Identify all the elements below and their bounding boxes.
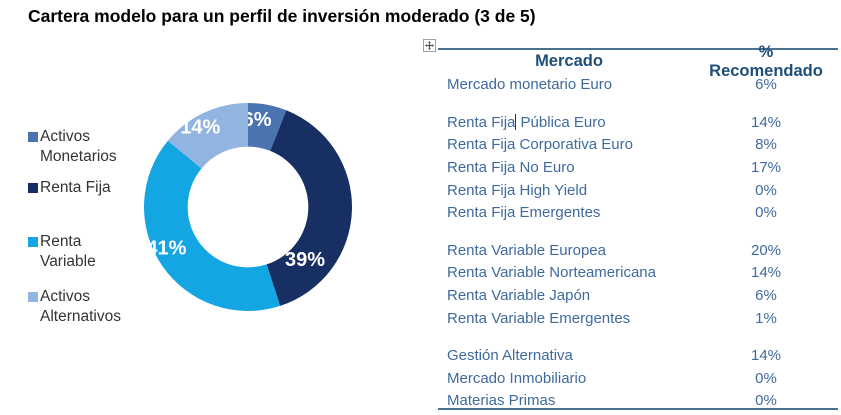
donut-chart[interactable]: 6% 39% 41% 14%: [138, 97, 358, 317]
table-group-gap: [438, 224, 838, 239]
market-cell[interactable]: Renta Fija Pública Euro: [447, 113, 606, 131]
legend-swatch-icon: [28, 292, 38, 302]
chart-legend: Activos Monetarios Renta Fija Renta Variab…: [28, 127, 132, 327]
donut-slice: [248, 103, 287, 151]
recommended-pct-cell[interactable]: 6%: [755, 76, 777, 94]
recommended-pct-cell[interactable]: 14%: [750, 264, 782, 282]
table-row[interactable]: Renta Variable Emergentes 1%: [438, 307, 838, 330]
legend-label: Activos Monetarios: [40, 128, 117, 165]
donut-data-label: 41%: [146, 238, 186, 260]
donut-slice: [266, 110, 353, 306]
page-title: Cartera modelo para un perfil de inversi…: [28, 6, 536, 26]
market-cell[interactable]: Materias Primas: [447, 392, 556, 410]
recommended-pct-cell[interactable]: 20%: [750, 241, 782, 259]
column-header-recomendado: % Recomendado: [709, 42, 823, 80]
market-cell[interactable]: Mercado Inmobiliario: [447, 369, 587, 387]
market-cell[interactable]: Renta Fija Emergentes: [447, 204, 601, 222]
legend-label: Renta Fija: [40, 179, 111, 196]
market-cell[interactable]: Renta Fija High Yield: [447, 181, 588, 199]
recommended-pct-cell[interactable]: 14%: [750, 113, 782, 131]
table-bottom-border: [438, 408, 838, 410]
recommended-pct-cell[interactable]: 0%: [755, 204, 777, 222]
table-row[interactable]: Renta Variable Norteamericana 14%: [438, 261, 838, 284]
recommended-pct-cell[interactable]: 0%: [755, 181, 777, 199]
table-row[interactable]: Renta Fija Emergentes 0%: [438, 202, 838, 225]
table-row[interactable]: Renta Fija High Yield 0%: [438, 179, 838, 202]
column-header-mercado: Mercado: [535, 52, 603, 71]
recommended-pct-cell[interactable]: 14%: [750, 346, 782, 364]
recommended-pct-cell[interactable]: 1%: [755, 309, 777, 327]
market-cell[interactable]: Renta Variable Europea: [447, 241, 606, 259]
recommended-pct-cell[interactable]: 6%: [755, 286, 777, 304]
legend-item: Renta Variable: [28, 232, 132, 272]
recommended-pct-cell[interactable]: 0%: [755, 369, 777, 387]
four-way-arrow-icon: [425, 41, 434, 50]
market-cell[interactable]: Renta Variable Japón: [447, 286, 591, 304]
table-row[interactable]: Renta Fija No Euro 17%: [438, 156, 838, 179]
legend-swatch-icon: [28, 237, 38, 247]
donut-slice: [167, 103, 248, 169]
table-row[interactable]: Gestión Alternativa 14%: [438, 344, 838, 367]
table-row[interactable]: Renta Variable Europea 20%: [438, 239, 838, 262]
table-group-gap: [438, 329, 838, 344]
table-body: Mercado monetario Euro 6% Renta Fija Públi…: [438, 74, 838, 412]
table-row[interactable]: Mercado monetario Euro 6%: [438, 74, 838, 97]
recommended-pct-cell[interactable]: 17%: [750, 159, 782, 176]
table-row[interactable]: Mercado Inmobiliario 0%: [438, 367, 838, 390]
donut-data-label: 14%: [180, 117, 220, 139]
legend-swatch-icon: [28, 132, 38, 142]
table-move-handle-icon[interactable]: [423, 39, 436, 52]
market-cell[interactable]: Gestión Alternativa: [447, 346, 573, 364]
market-cell[interactable]: Renta Variable Emergentes: [447, 309, 631, 327]
donut-slice: [144, 140, 281, 311]
legend-item: Renta Fija: [28, 178, 132, 198]
market-cell[interactable]: Renta Variable Norteamericana: [447, 264, 656, 282]
table-row[interactable]: Renta Variable Japón 6%: [438, 284, 838, 307]
table-header-row: Mercado % Recomendado: [438, 43, 838, 80]
legend-item: Activos Alternativos: [28, 287, 132, 327]
donut-data-label: 6%: [243, 109, 272, 131]
legend-item: Activos Monetarios: [28, 127, 132, 167]
table-row[interactable]: Renta Fija Pública Euro 14%: [438, 111, 838, 134]
market-cell[interactable]: Renta Fija Corporativa Euro: [447, 136, 633, 154]
donut-data-label: 39%: [285, 249, 325, 271]
table-row[interactable]: Renta Fija Corporativa Euro 8%: [438, 133, 838, 156]
table-row[interactable]: Materias Primas 0%: [438, 389, 838, 412]
table-top-border: [438, 48, 838, 50]
table-group-gap: [438, 96, 838, 111]
recommendation-table: Mercado % Recomendado Mercado monetario …: [423, 38, 838, 415]
market-cell[interactable]: Mercado monetario Euro: [447, 76, 613, 94]
legend-swatch-icon: [28, 183, 38, 193]
market-cell[interactable]: Renta Fija No Euro: [447, 159, 575, 176]
recommended-pct-cell[interactable]: 8%: [755, 136, 777, 154]
text-cursor: [515, 113, 517, 130]
legend-label: Activos Alternativos: [40, 288, 121, 325]
legend-label: Renta Variable: [40, 233, 96, 270]
recommended-pct-cell[interactable]: 0%: [755, 392, 777, 410]
